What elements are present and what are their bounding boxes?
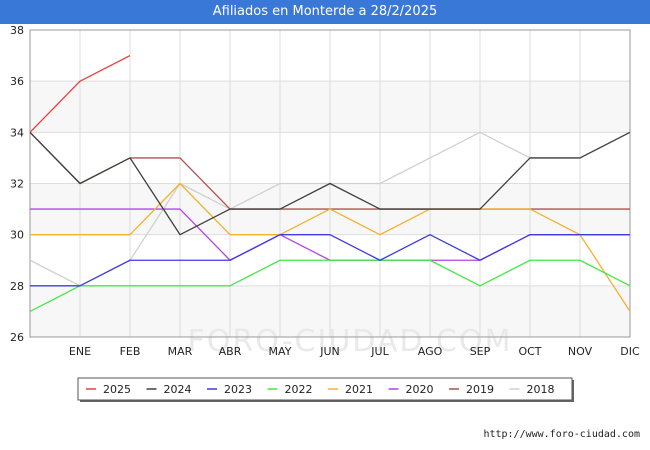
legend-label-2023: 2023 xyxy=(224,383,252,396)
y-tick-label: 26 xyxy=(10,331,24,344)
legend-label-2024: 2024 xyxy=(164,383,192,396)
y-tick-label: 32 xyxy=(10,178,24,191)
watermark: FORO-CIUDAD.COM xyxy=(188,324,513,359)
series-line-2022 xyxy=(29,259,631,312)
y-tick-label: 28 xyxy=(10,280,24,293)
x-tick-label: MAR xyxy=(168,345,193,358)
series-layer xyxy=(29,55,631,312)
series-line-2025 xyxy=(29,55,131,133)
x-tick-label: MAY xyxy=(269,345,292,358)
x-tick-label: AGO xyxy=(418,345,443,358)
y-tick-label: 36 xyxy=(10,75,24,88)
x-tick-label: JUN xyxy=(319,345,340,358)
line-chart: FORO-CIUDAD.COM 26 28 30 32 34 36 38 ENE FEB MAR… xyxy=(10,24,640,402)
x-tick-label: ABR xyxy=(219,345,242,358)
legend-label-2019: 2019 xyxy=(466,383,494,396)
legend-label-2022: 2022 xyxy=(285,383,313,396)
x-tick-label: ENE xyxy=(69,345,91,358)
legend-label-2021: 2021 xyxy=(345,383,373,396)
legend-box xyxy=(77,377,573,401)
plot-border xyxy=(29,29,631,338)
x-tick-label: FEB xyxy=(120,345,141,358)
legend-label-2018: 2018 xyxy=(527,383,555,396)
y-tick-label: 34 xyxy=(10,126,24,139)
series-line-2021 xyxy=(30,182,631,312)
footer-url: http://www.foro-ciudad.com xyxy=(483,429,640,440)
x-tick-label: JUL xyxy=(370,345,389,358)
x-tick-label: SEP xyxy=(470,345,491,358)
legend-label-2025: 2025 xyxy=(103,383,131,396)
series-line-2024 xyxy=(29,131,631,236)
series-line-2023 xyxy=(30,234,630,287)
y-tick-label: 30 xyxy=(10,229,24,242)
legend: 2025 2024 2023 2022 2021 2020 2019 2018 xyxy=(77,377,574,402)
y-tick-label: 38 xyxy=(10,24,24,37)
x-tick-label: NOV xyxy=(568,345,593,358)
x-tick-label: DIC xyxy=(620,345,640,358)
chart-title: Afiliados en Monterde a 28/2/2025 xyxy=(0,0,650,24)
x-axis: ENE FEB MAR ABR MAY JUN JUL AGO SEP OCT NOV DIC xyxy=(69,345,640,358)
x-tick-label: OCT xyxy=(518,345,541,358)
legend-label-2020: 2020 xyxy=(406,383,434,396)
y-axis: 26 28 30 32 34 36 38 xyxy=(10,24,24,344)
